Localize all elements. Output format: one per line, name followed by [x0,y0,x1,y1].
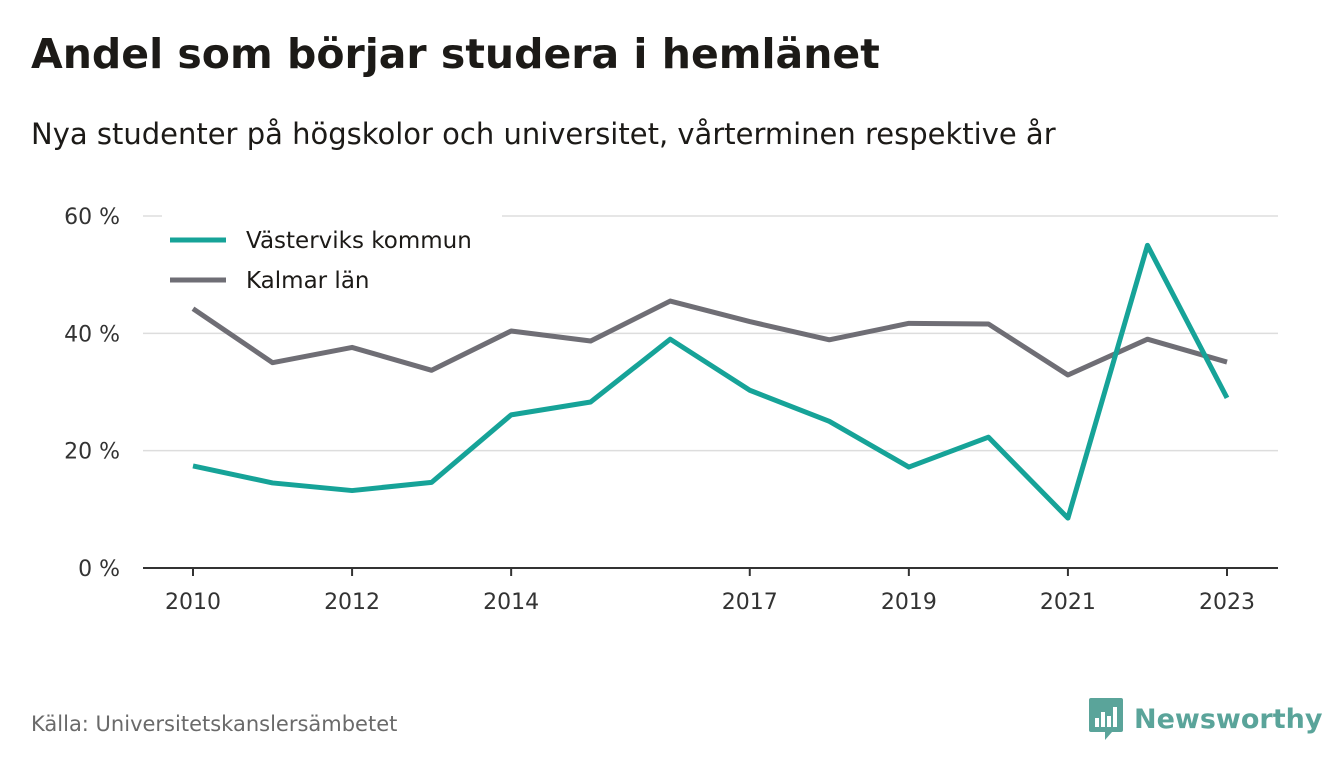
legend-label: Kalmar län [246,268,370,294]
y-tick-label: 40 % [64,322,120,347]
legend-label: Västerviks kommun [246,228,472,254]
brand-logo[interactable]: Newsworthy [1088,697,1322,741]
brand-name: Newsworthy [1134,703,1323,735]
line-chart: 0 % 20 % 40 % 60 % 2010 2012 2014 2017 2019 2021 2… [64,205,1278,615]
x-tick-label: 2019 [881,590,937,615]
series-line [192,242,1230,521]
x-tick-label: 2014 [483,590,539,615]
series-lines [191,242,1230,521]
x-tick-label: 2012 [324,590,380,615]
series-line [191,298,1228,378]
axes: 0 % 20 % 40 % 60 % 2010 2012 2014 2017 2019 2021 2… [64,205,1278,615]
y-tick-label: 20 % [64,440,120,465]
newsworthy-logo-icon [1089,698,1123,740]
y-tick-label: 0 % [78,557,120,582]
x-tick-label: 2017 [722,590,778,615]
chart-title: Andel som börjar studera i hemlänet [31,30,880,78]
x-tick-label: 2010 [165,590,221,615]
legend: Västerviks kommun Kalmar län [162,214,502,304]
source-note: Källa: Universitetskanslersämbetet [31,712,398,736]
x-tick-label: 2023 [1199,590,1255,615]
y-tick-label: 60 % [64,205,120,230]
chart-subtitle: Nya studenter på högskolor och universit… [31,117,1056,151]
legend-background [162,214,502,304]
x-tick-label: 2021 [1040,590,1096,615]
